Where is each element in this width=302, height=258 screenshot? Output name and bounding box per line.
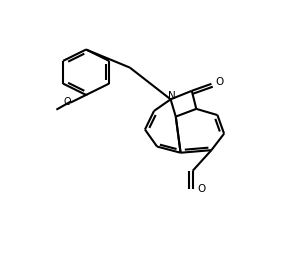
Text: N: N (168, 91, 176, 101)
Text: O: O (63, 97, 71, 107)
Text: O: O (197, 184, 205, 194)
Text: O: O (215, 77, 223, 87)
